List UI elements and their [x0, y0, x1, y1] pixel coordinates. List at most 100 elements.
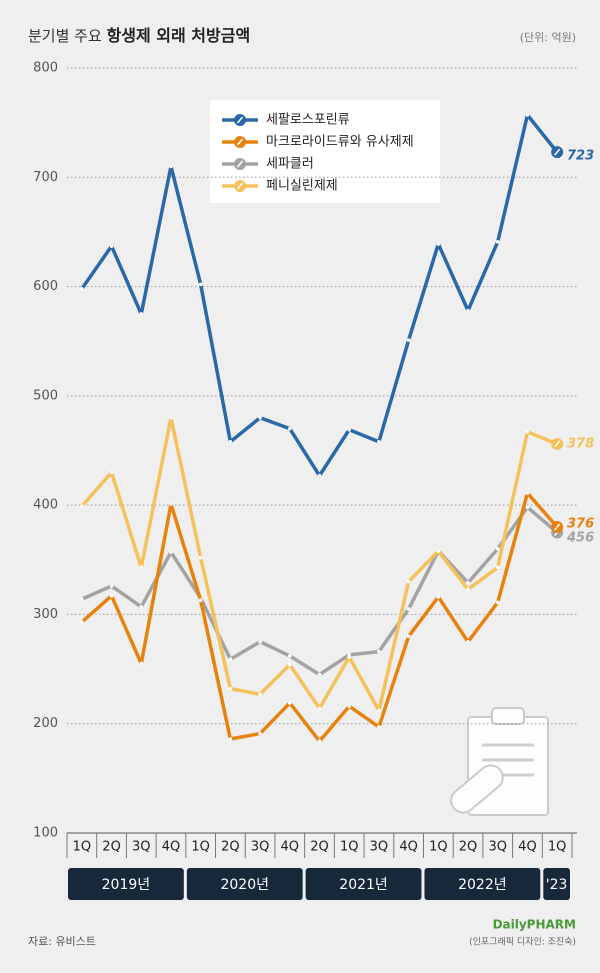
x-tick-label: 4Q [399, 840, 418, 855]
year-label: 2019년 [102, 877, 151, 893]
x-tick-label: 4Q [518, 840, 537, 855]
y-tick-label: 800 [33, 61, 58, 76]
point [258, 731, 262, 736]
point [228, 439, 233, 444]
x-tick-label: 3Q [251, 840, 270, 855]
legend-label: 페니실린제제 [266, 179, 338, 194]
unit-label: (단위: 억원) [520, 31, 576, 44]
point [377, 649, 381, 654]
point [287, 426, 292, 431]
legend-marker-slash [236, 138, 244, 146]
point [198, 555, 203, 560]
x-tick-label: 4Q [281, 840, 300, 855]
x-tick-label: 1Q [548, 840, 567, 855]
clipboard-icon [450, 707, 549, 816]
point [109, 584, 114, 588]
point [466, 587, 470, 592]
point [169, 550, 173, 554]
point [139, 661, 144, 666]
source: 자료: 유비스트 [28, 935, 96, 948]
y-tick-label: 300 [33, 607, 58, 622]
end-marker-slash [554, 148, 561, 156]
point [169, 502, 173, 506]
x-tick-label: 4Q [162, 840, 181, 855]
end-label: 456 [566, 531, 594, 546]
point [406, 634, 411, 639]
point [139, 565, 144, 570]
point [198, 282, 203, 287]
point [347, 655, 352, 659]
point [436, 242, 441, 246]
point [347, 704, 352, 709]
point [436, 595, 441, 599]
year-box [424, 868, 541, 900]
x-tick-label: 1Q [191, 840, 210, 855]
point [169, 164, 173, 169]
brand-logo: DailyPHARM [493, 918, 576, 932]
point [80, 504, 84, 509]
year-label: '23 [546, 877, 568, 893]
point [80, 620, 84, 624]
end-label: 723 [567, 149, 594, 164]
x-tick-label: 2Q [221, 840, 240, 855]
point [80, 286, 84, 291]
year-label: 2022년 [458, 877, 507, 893]
point [525, 491, 530, 495]
point [495, 239, 500, 244]
point [495, 565, 500, 570]
point [80, 597, 84, 601]
point [317, 706, 322, 711]
legend-label: 세파클러 [266, 157, 314, 172]
title-bold: 항생제 외래 처방금액 [107, 26, 251, 45]
x-tick-label: 1Q [429, 840, 448, 855]
point [139, 312, 144, 316]
point [228, 657, 233, 662]
point [377, 725, 381, 729]
legend-label: 세팔로스포린류 [266, 113, 350, 128]
point [228, 686, 233, 691]
x-tick-label: 1Q [340, 840, 359, 855]
point [228, 737, 233, 741]
credit: (인포그래픽 디자인: 조진숙) [469, 937, 576, 948]
x-tick-label: 3Q [370, 840, 389, 855]
point [258, 692, 262, 697]
legend-label: 마크로라이드류와 유사제제 [266, 135, 414, 150]
point [109, 470, 114, 475]
year-box [68, 868, 184, 900]
y-tick-label: 200 [33, 716, 58, 731]
y-tick-label: 600 [33, 279, 58, 294]
year-box [305, 868, 422, 900]
end-marker-slash [554, 440, 561, 448]
series-line [80, 491, 559, 743]
x-tick-label: 2Q [459, 840, 478, 855]
point [317, 739, 322, 743]
point [525, 113, 530, 117]
x-tick-label: 2Q [102, 840, 121, 855]
y-tick-label: 400 [33, 498, 58, 513]
legend-marker-slash [236, 182, 244, 190]
year-box [186, 868, 303, 900]
point [258, 639, 262, 644]
point [317, 473, 322, 478]
legend-marker-slash [236, 116, 244, 124]
point [258, 415, 262, 420]
x-tick-label: 3Q [132, 840, 151, 855]
point [525, 430, 530, 434]
point [317, 672, 322, 677]
point [406, 338, 411, 342]
point [466, 639, 470, 644]
point [436, 549, 441, 553]
chart-title: 분기별 주요 항생제 외래 처방금액 [28, 26, 250, 45]
point [287, 662, 292, 667]
title-light: 분기별 주요 [28, 27, 102, 45]
end-marker-slash [554, 523, 561, 531]
y-tick-label: 500 [33, 388, 58, 403]
point [109, 594, 114, 598]
point [495, 547, 500, 551]
end-label: 376 [567, 517, 594, 532]
x-tick-label: 2Q [310, 840, 329, 855]
point [169, 415, 173, 420]
point [287, 654, 292, 658]
